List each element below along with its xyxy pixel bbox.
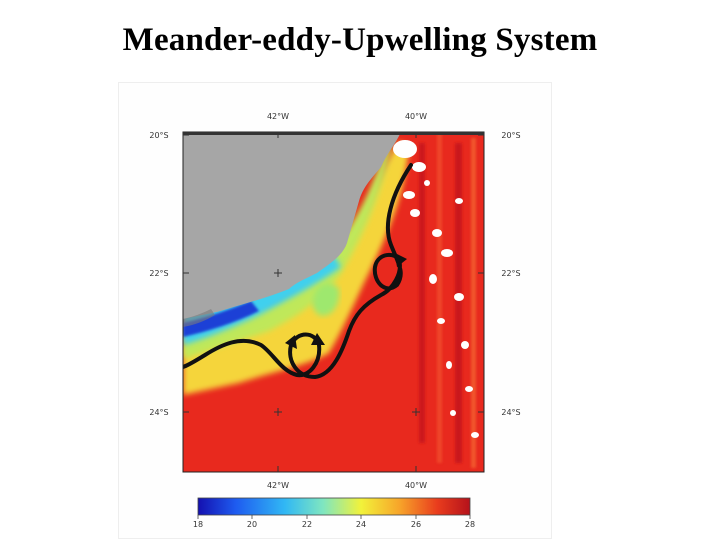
current-path: [183, 163, 413, 379]
offshore-texture: [419, 133, 476, 468]
colorbar-tick-label: 24: [356, 520, 366, 529]
land: [183, 132, 401, 319]
lat-label-right: 22°S: [501, 269, 520, 278]
sst-map-svg: 42°W 40°W 42°W 40°W 20°S 22°S 24°S 20°S …: [149, 112, 520, 529]
graticule-ticks: [183, 132, 484, 472]
top-frame-line: [183, 132, 484, 135]
coast-shading: [183, 309, 215, 327]
lat-label-right: 20°S: [501, 131, 520, 140]
sst-figure: 42°W 40°W 42°W 40°W 20°S 22°S 24°S 20°S …: [118, 82, 552, 539]
slide-title: Meander-eddy-Upwelling System: [122, 22, 598, 58]
lat-label-left: 24°S: [149, 408, 168, 417]
colorbar-tick-label: 22: [302, 520, 312, 529]
eddy-arrow-south-icon: [311, 333, 325, 345]
blue-upwelling: [183, 301, 259, 337]
eddy-arrow-west-icon: [285, 335, 297, 349]
lat-label-left: 22°S: [149, 269, 168, 278]
colorbar-tick-label: 18: [193, 520, 203, 529]
axis-labels: 42°W 40°W 42°W 40°W 20°S 22°S 24°S 20°S …: [149, 112, 520, 490]
colorbar-tick-label: 26: [411, 520, 421, 529]
lon-label-bottom: 42°W: [267, 481, 289, 490]
lat-label-left: 20°S: [149, 131, 168, 140]
clouds: [393, 140, 479, 438]
colorbar-tick-label: 20: [247, 520, 257, 529]
lon-label-bottom: 40°W: [405, 481, 427, 490]
eddy-arrow-north-icon: [395, 253, 407, 267]
colorbar-labels: 18 20 22 24 26 28: [193, 520, 475, 529]
lon-label-top: 40°W: [405, 112, 427, 121]
eddy-core-cool: [312, 283, 340, 316]
colorbar-ticks: [197, 515, 471, 519]
colorbar-tick-label: 28: [465, 520, 475, 529]
map-area: [183, 132, 484, 472]
lon-label-top: 42°W: [267, 112, 289, 121]
lat-label-right: 24°S: [501, 408, 520, 417]
colorbar: [197, 497, 471, 516]
